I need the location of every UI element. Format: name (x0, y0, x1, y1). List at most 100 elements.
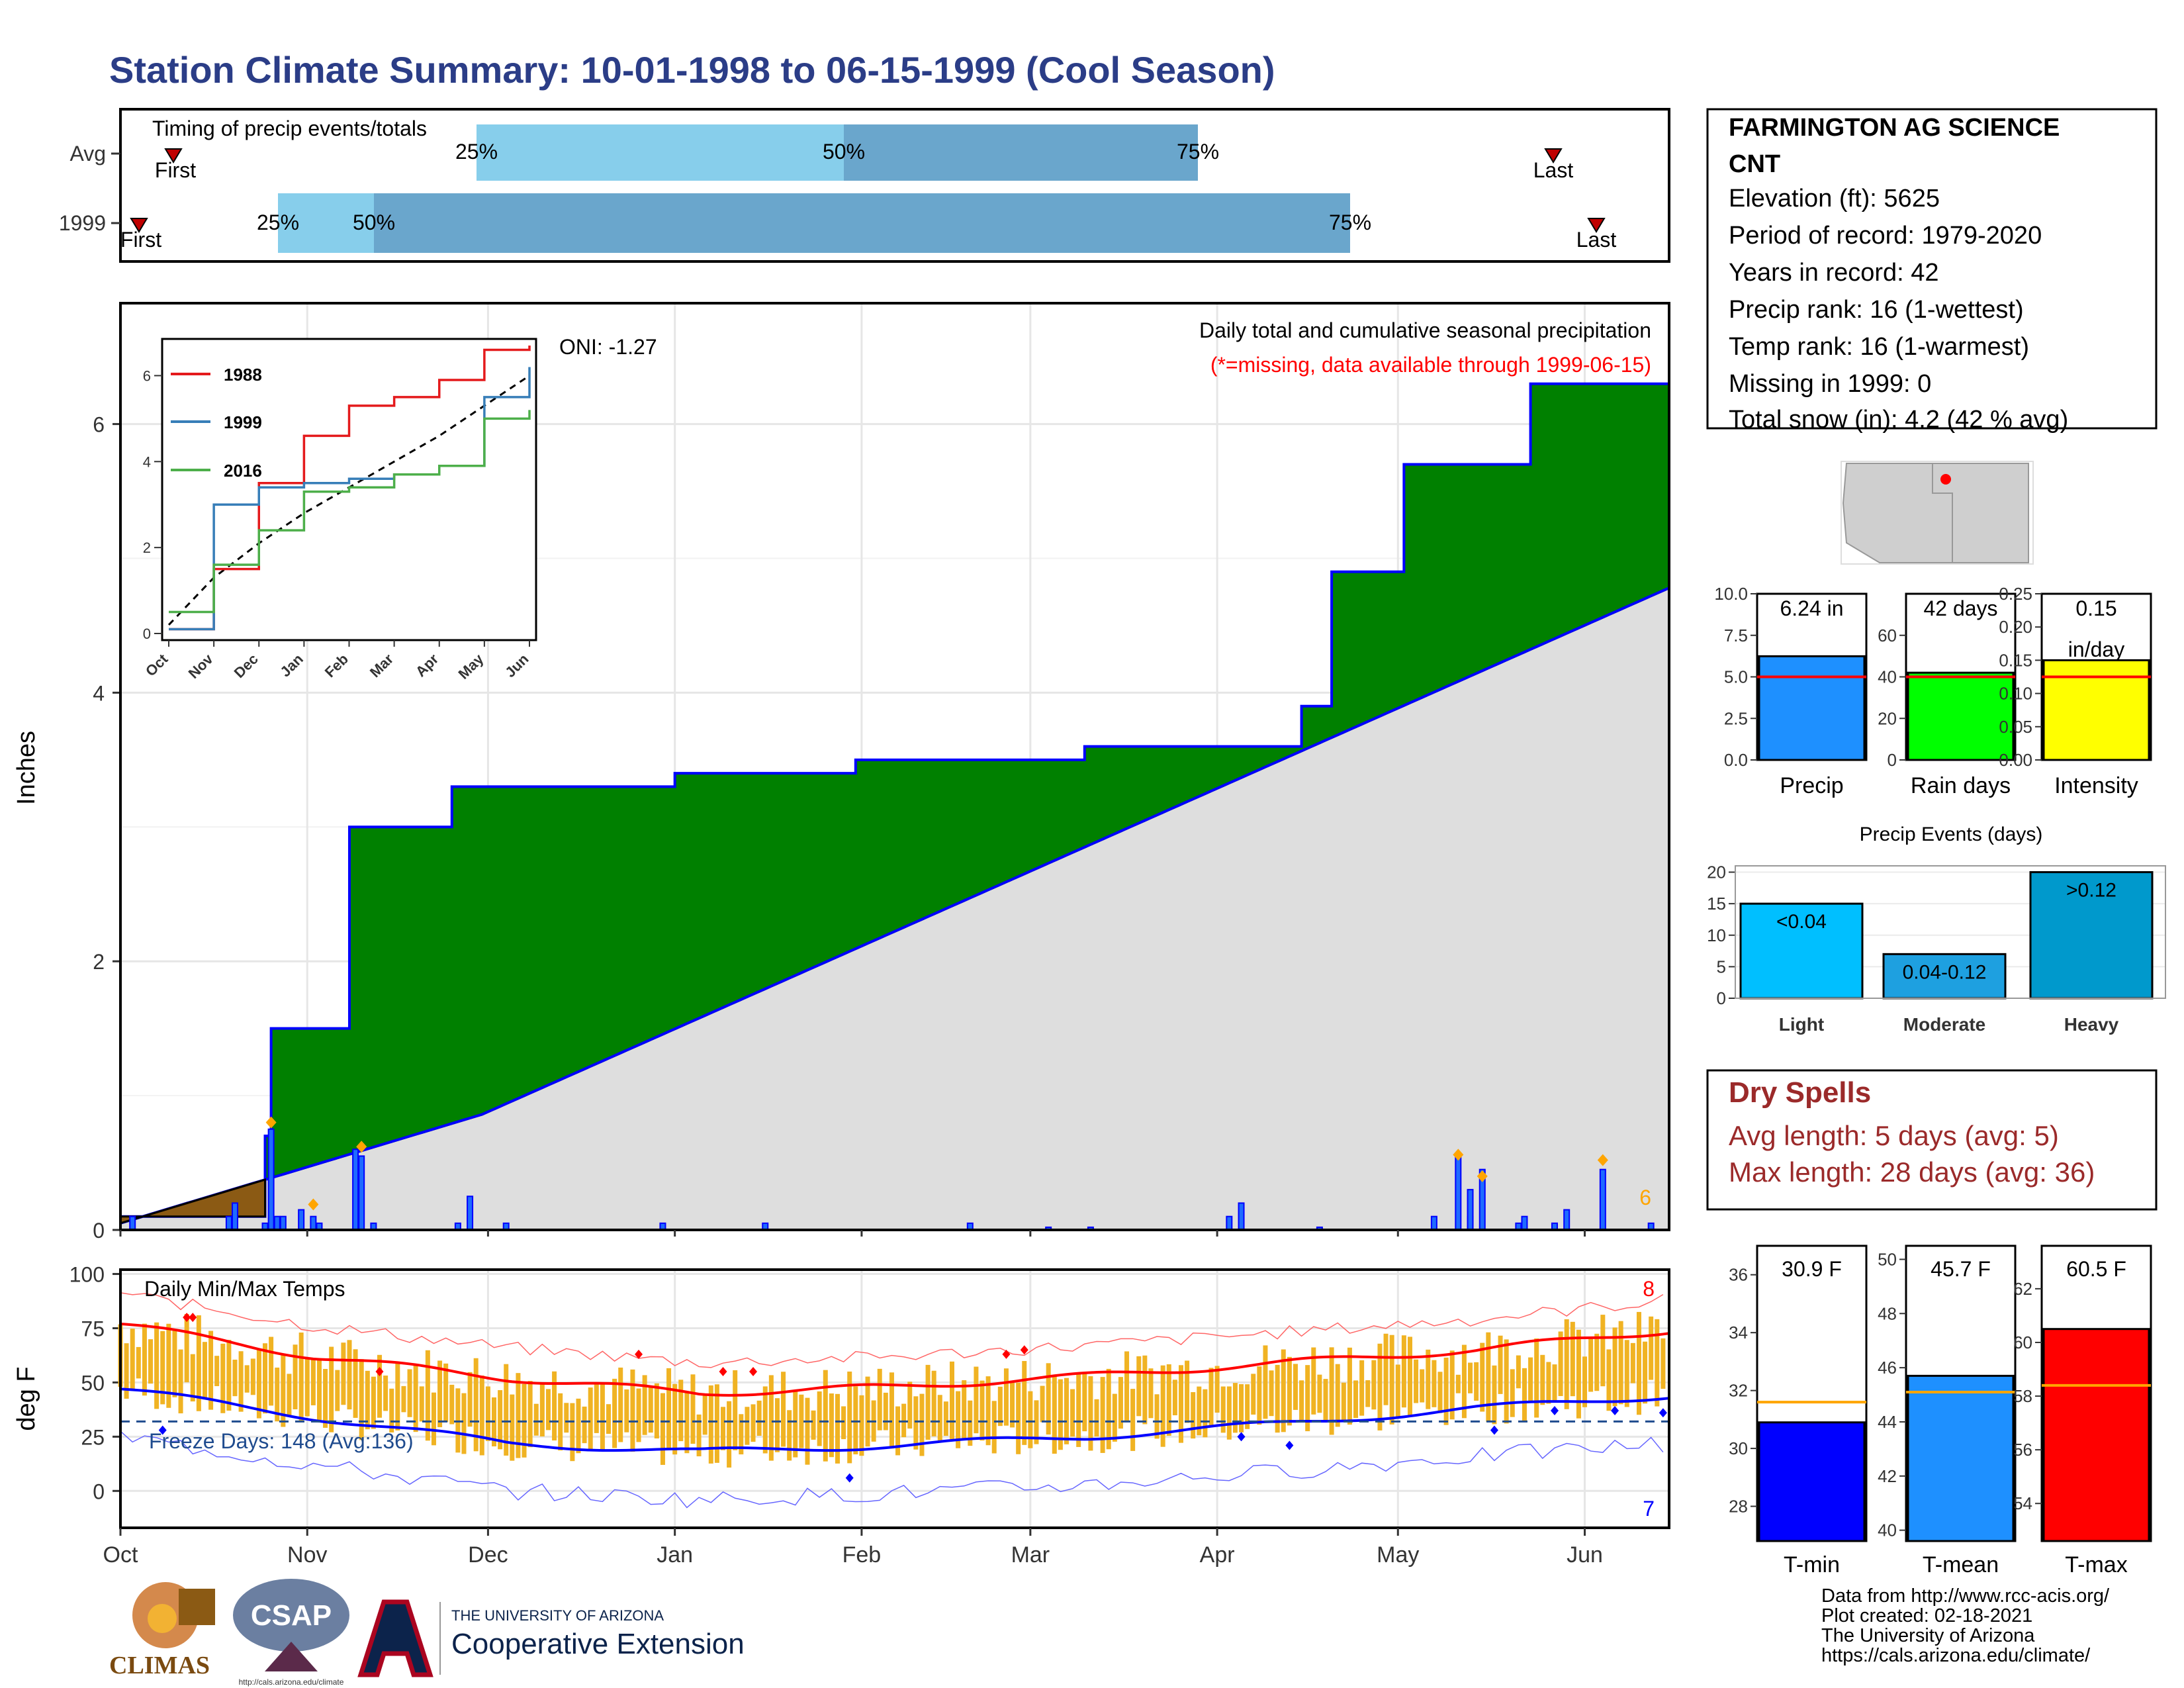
daily-temp-bar (1414, 1359, 1419, 1403)
daily-temp-bar (1010, 1382, 1015, 1428)
heavy-event-diamond (308, 1198, 319, 1211)
daily-temp-bar (1437, 1372, 1443, 1413)
daily-temp-bar (220, 1343, 226, 1413)
daily-temp-bar (877, 1368, 882, 1430)
bar-axis-label-Rain days: Rain days (1911, 773, 2011, 798)
daily-temp-bar (817, 1391, 822, 1446)
daily-temp-bar (1287, 1356, 1292, 1426)
daily-temp-bar (1046, 1363, 1051, 1435)
daily-temp-bar (1661, 1338, 1666, 1389)
tbar-tick-label: 54 (2013, 1493, 2032, 1513)
daily-temp-bar (1546, 1362, 1551, 1404)
daily-precip-bar (467, 1196, 474, 1231)
daily-temp-bar (594, 1383, 599, 1433)
daily-temp-bar (1474, 1362, 1479, 1401)
daily-precip-bar (225, 1215, 232, 1231)
yr-first-marker (130, 218, 148, 233)
tbar-tick-label: 60 (2013, 1333, 2032, 1352)
daily-temp-bar (1335, 1364, 1340, 1427)
daily-temp-bar (943, 1401, 948, 1436)
events-category-label: Moderate (1903, 1014, 1985, 1035)
daily-temp-bar (1172, 1380, 1177, 1416)
temp-frame (119, 1268, 1670, 1529)
daily-temp-bar (1510, 1369, 1515, 1417)
avg-q50-label: 50% (823, 140, 865, 164)
avg-q75-label: 75% (1177, 140, 1219, 164)
daily-precip-bar (1430, 1215, 1437, 1231)
daily-precip-bar (279, 1215, 287, 1231)
daily-precip-bar (1521, 1215, 1528, 1231)
daily-temp-bar (461, 1393, 467, 1454)
daily-temp-bar (425, 1350, 430, 1441)
daily-temp-bar (341, 1342, 346, 1405)
month-label-Jan: Jan (657, 1542, 693, 1568)
record-low-marker (1285, 1440, 1294, 1450)
daily-temp-bar (1347, 1347, 1352, 1425)
daily-temp-bar (263, 1343, 268, 1414)
daily-temp-bar (1082, 1372, 1087, 1432)
daily-temp-bar (721, 1407, 726, 1450)
daily-temp-bar (642, 1375, 647, 1435)
daily-temp-bar (347, 1340, 352, 1410)
avg-tmax-line (120, 1322, 1670, 1397)
precip-tick-label: 4 (93, 681, 105, 705)
daily-temp-bar (1606, 1349, 1612, 1411)
record-low-marker (1551, 1406, 1559, 1416)
daily-temp-bar (329, 1346, 334, 1432)
daily-temp-bar (184, 1314, 189, 1383)
avg-last-label: Last (1533, 158, 1574, 182)
daily-temp-bar (545, 1389, 551, 1430)
bar-tick-label: 60 (1878, 626, 1897, 645)
daily-temp-bar (756, 1400, 762, 1436)
temp-panel: 0 25 50 75 100 Daily Min/Max Temps Freeze Da… (13, 1230, 1670, 1568)
missing-note: (*=missing, data available through 1999-… (1210, 353, 1651, 377)
record-high-marker (189, 1313, 197, 1323)
daily-temp-bar (1185, 1360, 1190, 1423)
daily-temp-bar (1281, 1349, 1286, 1432)
record-low-marker (1611, 1406, 1619, 1416)
daily-temp-bar (250, 1358, 255, 1395)
daily-precip-bar (1238, 1202, 1245, 1231)
tbar-tick-label: 36 (1729, 1265, 1748, 1285)
avg-q25-label: 25% (455, 140, 498, 164)
daily-temp-bar (208, 1331, 214, 1410)
station-info-frame (1706, 108, 2158, 430)
credit-source: Data from http://www.rcc-acis.org/ (1821, 1585, 2110, 1607)
daily-temp-bar (630, 1369, 635, 1452)
tbar-value-T-min (1758, 1421, 1866, 1542)
bar-value-Intensity (2042, 659, 2150, 761)
new-mexico-shape (1932, 463, 2029, 563)
station-info: FARMINGTON AG SCIENCE CNT Elevation (ft)… (1706, 108, 2158, 434)
daily-temp-bar (1142, 1355, 1148, 1425)
heavy-event-diamond (1477, 1170, 1488, 1182)
daily-temp-bar (178, 1349, 183, 1414)
events-tick-label: 20 (1707, 863, 1726, 882)
record-low-marker (1237, 1432, 1246, 1442)
daily-temp-bar (1359, 1360, 1365, 1416)
station-temp-rank: Temp rank: 16 (1-warmest) (1729, 333, 2029, 361)
daily-temp-bar (467, 1372, 473, 1427)
daily-temp-bar (160, 1331, 165, 1405)
daily-temp-bar (1486, 1332, 1491, 1422)
daily-temp-bar (1407, 1336, 1412, 1417)
daily-temp-bar (606, 1404, 612, 1434)
daily-temp-bar (1323, 1379, 1328, 1422)
daily-temp-bar (1076, 1373, 1081, 1447)
daily-temp-bar (648, 1387, 653, 1433)
daily-temp-bar (1214, 1366, 1220, 1413)
station-years: Years in record: 42 (1729, 259, 1939, 287)
daily-temp-bar (1341, 1382, 1346, 1421)
daily-temp-bar (588, 1387, 593, 1452)
tbar-tick-label: 58 (2013, 1386, 2032, 1406)
inset-legend-1988: 1988 (224, 365, 262, 385)
precip-frame (119, 302, 1670, 1231)
daily-temp-bar (1389, 1335, 1394, 1425)
daily-temp-bar (1088, 1376, 1093, 1451)
avg-last-marker (1544, 148, 1563, 164)
heavy-event-diamond (265, 1116, 277, 1129)
page-title: Station Climate Summary: 10-01-1998 to 0… (109, 49, 1275, 91)
inset-tick-label: 6 (143, 367, 151, 384)
month-axis: Oct Nov Dec Jan Feb Mar Apr May Jun (103, 1230, 1603, 1568)
daily-temp-bar (1118, 1377, 1123, 1429)
daily-precip-bar (1226, 1215, 1233, 1231)
